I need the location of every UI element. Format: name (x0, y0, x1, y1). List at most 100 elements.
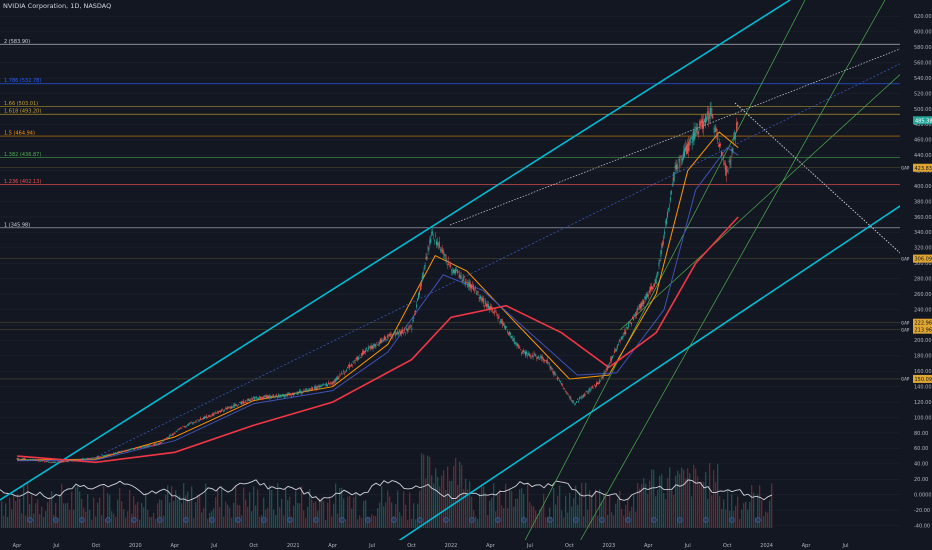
price-tick-label: 240.00 (914, 307, 932, 313)
candle-body (565, 392, 567, 394)
candle-body (364, 350, 366, 353)
price-tick-label: 20.00 (914, 477, 928, 483)
candle-body (612, 356, 614, 359)
volume-bar (225, 501, 227, 528)
symbol-title: NVIDIA Corporation, 1D, NASDAQ (3, 2, 112, 10)
candle-body (529, 355, 531, 356)
volume-bar (717, 463, 719, 528)
candle-body (74, 460, 76, 461)
candle-body (573, 401, 575, 403)
volume-bar (499, 489, 501, 528)
candle-body (695, 126, 697, 134)
candle-body (41, 460, 43, 462)
candle-body (69, 460, 71, 462)
volume-bar (581, 482, 583, 528)
candle-body (676, 164, 678, 170)
candle-body (139, 447, 141, 449)
volume-bar (709, 462, 711, 528)
volume-bar (727, 490, 729, 528)
candle-body (279, 395, 281, 396)
candle-body (93, 457, 95, 459)
candle-body (555, 373, 557, 376)
volume-bar (327, 502, 329, 528)
volume-bar (149, 517, 151, 528)
volume-bar (643, 477, 645, 528)
candle-body (702, 118, 704, 129)
candle-body (462, 277, 464, 282)
price-tick-label: 560.00 (914, 61, 932, 67)
candle-body (637, 308, 639, 310)
candle-body (649, 287, 651, 291)
volume-bar (529, 502, 531, 528)
candle-body (449, 262, 451, 264)
candle-body (493, 312, 495, 315)
gap-value-label: 150.09 (915, 377, 932, 383)
candle-body (534, 354, 536, 357)
volume-bar (671, 488, 673, 528)
volume-bar (439, 486, 441, 528)
candle-body (394, 332, 396, 333)
candle-body (135, 447, 137, 449)
candle-body (673, 172, 675, 181)
candle-body (638, 305, 640, 307)
candle-body (294, 392, 296, 394)
volume-bar (603, 494, 605, 528)
volume-bar (677, 470, 679, 528)
candle-body (16, 458, 18, 460)
candle-body (267, 395, 269, 398)
fib-level-label: 1.382 (436.87) (4, 152, 41, 158)
candle-body (737, 122, 739, 126)
candle-body (99, 456, 101, 458)
candle-body (181, 428, 183, 429)
volume-bar (731, 494, 733, 528)
fib-level-label: 1.5 (464.94) (4, 131, 35, 137)
candle-body (390, 334, 392, 335)
volume-bar (587, 509, 589, 528)
candle-body (709, 107, 711, 119)
candle-body (465, 278, 467, 285)
candle-body (176, 431, 178, 432)
candle-body (161, 442, 163, 443)
candle-body (92, 457, 94, 459)
event-marker (547, 517, 553, 523)
volume-bar (371, 514, 373, 528)
gap-value-label: 423.83 (915, 166, 932, 172)
volume-bar (433, 483, 435, 528)
candle-body (298, 391, 300, 393)
time-tick-label: Apr (644, 543, 654, 549)
candle-body (281, 395, 283, 397)
candle-body (116, 452, 118, 453)
candle-body (144, 446, 146, 448)
candle-body (470, 283, 472, 289)
time-axis[interactable]: Apr Jul Oct 2020 Apr Jul Oct 2021 Apr Jul Oct 2022 A… (0, 540, 932, 550)
candle-body (216, 413, 218, 415)
volume-bar (61, 483, 63, 528)
candle-body (87, 458, 89, 460)
candle-body (180, 427, 182, 429)
candle-body (243, 402, 245, 404)
candle-body (24, 458, 26, 460)
volume-bar (619, 490, 621, 528)
candle-body (373, 344, 375, 346)
event-marker (677, 517, 683, 523)
candle-body (311, 387, 313, 390)
volume-bar (461, 465, 463, 528)
candle-body (196, 421, 198, 423)
volume-bar (699, 483, 701, 528)
price-tick-label: 480.00 (914, 122, 932, 128)
candle-body (521, 352, 523, 354)
candle-body (45, 460, 47, 462)
dotted-white-line (449, 44, 911, 226)
candle-body (633, 314, 635, 316)
candle-body (209, 416, 211, 417)
price-tick-label: -20.00 (914, 508, 930, 514)
upper-channel-line (0, 0, 791, 501)
volume-bar (365, 499, 367, 528)
candle-body (454, 269, 456, 274)
volume-bar (477, 518, 479, 528)
volume-bar (701, 481, 703, 528)
candle-body (182, 425, 184, 427)
candle-body (391, 335, 393, 337)
